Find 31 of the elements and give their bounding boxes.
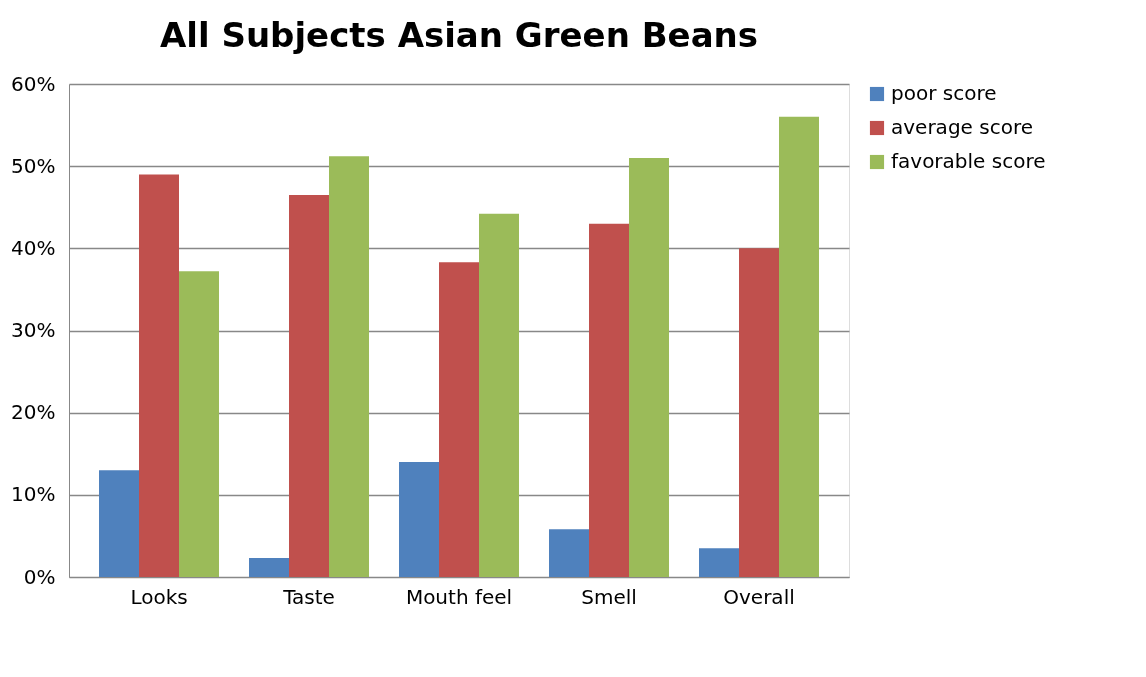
x-tick-label: Taste (282, 584, 335, 609)
bar (549, 529, 589, 577)
bar (439, 262, 479, 577)
bar (589, 223, 629, 577)
legend-label: poor score (891, 81, 997, 105)
x-tick-label: Smell (581, 584, 637, 609)
x-tick-label: Overall (723, 584, 795, 609)
bar (699, 548, 739, 577)
y-tick-label: 10% (11, 482, 56, 507)
y-tick-label: 40% (11, 235, 56, 260)
bar (479, 213, 519, 577)
y-tick-label: 50% (11, 153, 56, 178)
x-tick-label: Looks (130, 584, 188, 609)
legend-label: average score (891, 115, 1033, 139)
y-tick-label: 60% (11, 71, 56, 96)
x-tick-label: Mouth feel (405, 584, 513, 609)
bar (179, 271, 219, 577)
y-tick-label: 20% (11, 400, 56, 425)
bar (779, 116, 819, 577)
legend-label: favorable score (891, 149, 1046, 173)
bar (329, 156, 369, 577)
bar (249, 558, 289, 577)
bar (99, 470, 139, 577)
chart-title: All Subjects Asian Green Beans (159, 15, 759, 55)
y-tick-label: 30% (11, 318, 56, 342)
bar (629, 157, 669, 577)
bar (739, 248, 779, 577)
y-tick-label: 0% (23, 564, 56, 589)
bar (289, 194, 329, 577)
bar (139, 174, 179, 577)
bar (399, 461, 439, 577)
